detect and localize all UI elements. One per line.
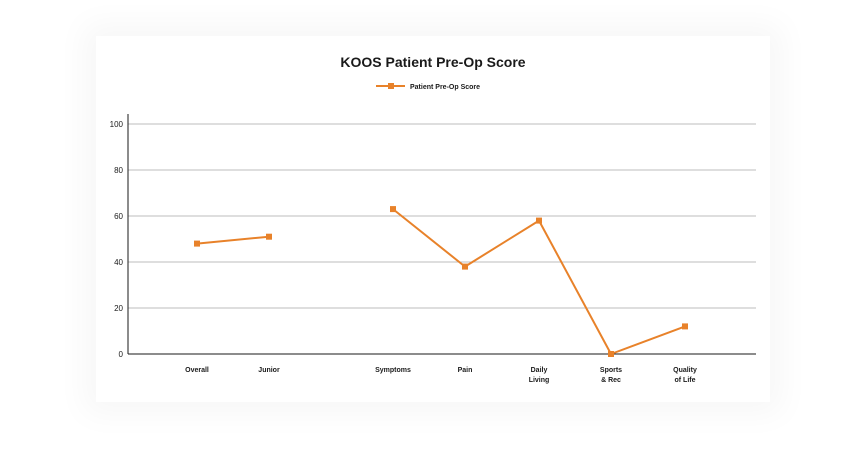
x-tick-label: Junior — [258, 367, 280, 374]
legend: Patient Pre-Op Score — [376, 83, 480, 91]
series-line — [392, 208, 686, 355]
series-patient-pre-op-score — [194, 206, 688, 357]
data-point — [194, 240, 200, 247]
x-tick-label: Pain — [458, 367, 473, 374]
data-point — [462, 263, 468, 270]
data-point — [390, 206, 396, 213]
gridlines — [128, 123, 756, 309]
chart-title: KOOS Patient Pre-Op Score — [340, 54, 525, 70]
data-point — [266, 233, 272, 240]
y-tick-label: 0 — [119, 350, 124, 359]
y-axis-ticks: 0 20 40 60 80 100 — [110, 120, 124, 359]
data-point — [608, 351, 614, 357]
x-tick-label: Living — [529, 377, 550, 384]
y-tick-label: 60 — [114, 212, 123, 221]
series-line — [196, 235, 270, 245]
x-tick-label: & Rec — [601, 377, 621, 384]
legend-label: Patient Pre-Op Score — [410, 84, 480, 91]
x-tick-label: Overall — [185, 367, 209, 374]
y-tick-label: 20 — [114, 304, 123, 313]
x-tick-label: Sports — [600, 367, 622, 374]
chart-card — [96, 36, 770, 402]
y-tick-label: 100 — [110, 120, 124, 129]
y-tick-label: 80 — [114, 166, 123, 175]
y-tick-label: 40 — [114, 258, 123, 267]
x-tick-label: Daily — [531, 367, 548, 374]
x-axis-labels: Overall Junior Symptoms Pain Daily Living Spor… — [185, 367, 697, 384]
x-tick-label: Quality — [673, 367, 697, 374]
legend-marker — [388, 83, 394, 89]
x-tick-label: of Life — [675, 377, 696, 384]
data-point — [682, 323, 688, 330]
x-tick-label: Symptoms — [375, 367, 411, 374]
data-point — [536, 217, 542, 224]
